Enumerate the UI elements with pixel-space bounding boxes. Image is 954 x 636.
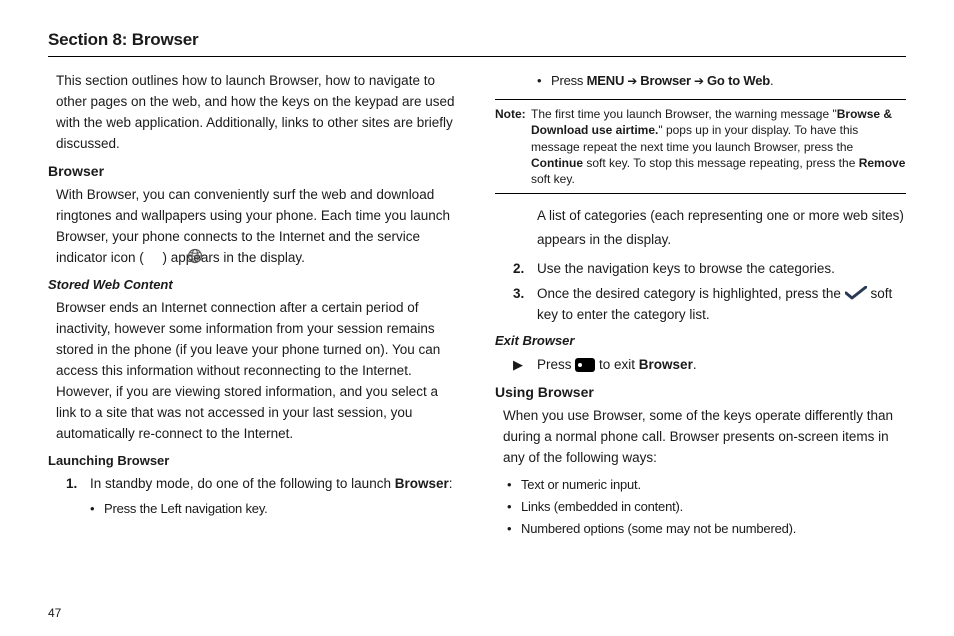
ea: Press [537,357,575,372]
b2f: Go to Web [707,73,770,88]
bullet-text: Press the Left navigation key. [104,499,268,519]
note-label: Note: [495,106,531,187]
heading-browser: Browser [48,161,459,183]
ec: Browser [639,357,693,372]
using-bullet-2: •Links (embedded in content). [507,497,906,517]
note-box: Note: The first time you launch Browser,… [495,99,906,194]
bullet-text: Text or numeric input. [521,475,641,495]
na: The first time you launch Browser, the w… [531,107,837,121]
step-1: 1. In standby mode, do one of the follow… [66,474,459,495]
using-bullet-1: •Text or numeric input. [507,475,906,495]
browser-text: With Browser, you can conveniently surf … [56,187,450,265]
stored-paragraph: Browser ends an Internet connection afte… [56,298,459,444]
ng: soft key. [531,172,575,186]
intro-paragraph: This section outlines how to launch Brow… [56,71,459,155]
bullet-text: Links (embedded in content). [521,497,683,517]
right-column: • Press MENU ➔ Browser ➔ Go to Web. Note… [495,71,906,541]
ed: . [693,357,697,372]
note-body: The first time you launch Browser, the w… [531,106,906,187]
using-paragraph: When you use Browser, some of the keys o… [503,406,906,469]
step-1-bold: Browser [395,476,449,491]
step-1-tail: : [449,476,453,491]
end-key-icon [575,358,595,372]
b2b: MENU [587,73,624,88]
b2e: ➔ [691,74,707,88]
after-note-paragraph: A list of categories (each representing … [537,204,906,253]
browser-paragraph: With Browser, you can conveniently surf … [56,185,459,269]
step-text: Once the desired category is highlighted… [537,284,906,326]
arrow-icon: ▶ [513,355,537,375]
nf: Remove [859,156,906,170]
launch-bullet-2: • Press MENU ➔ Browser ➔ Go to Web. [537,71,906,91]
step-text: Use the navigation keys to browse the ca… [537,259,906,280]
checkmark-softkey-icon [845,286,867,300]
bullet-dot: • [90,499,104,519]
launch-bullet-1: • Press the Left navigation key. [90,499,459,519]
b2a: Press [551,73,587,88]
heading-exit-browser: Exit Browser [495,331,906,351]
ne: soft key. To stop this message repeating… [583,156,859,170]
exit-line: ▶ Press to exit Browser. [513,355,906,376]
step-2: 2. Use the navigation keys to browse the… [513,259,906,280]
bullet-text: Press MENU ➔ Browser ➔ Go to Web. [551,71,773,91]
step-number: 3. [513,284,537,326]
nd: Continue [531,156,583,170]
step-3: 3. Once the desired category is highligh… [513,284,906,326]
s3a: Once the desired category is highlighted… [537,286,845,301]
service-indicator-icon [186,248,204,264]
step-text: In standby mode, do one of the following… [90,474,459,495]
heading-using-browser: Using Browser [495,382,906,404]
b2g: . [770,73,773,88]
bullet-dot: • [507,497,521,517]
heading-launching-browser: Launching Browser [48,451,459,471]
heading-stored-web-content: Stored Web Content [48,275,459,295]
step-number: 2. [513,259,537,280]
two-column-layout: This section outlines how to launch Brow… [48,71,906,541]
using-bullet-3: •Numbered options (some may not be numbe… [507,519,906,539]
bullet-dot: • [537,71,551,91]
step-number: 1. [66,474,90,495]
section-title: Section 8: Browser [48,30,906,57]
eb: to exit [595,357,639,372]
b2c: ➔ [624,74,640,88]
b2d: Browser [640,73,691,88]
bullet-dot: • [507,475,521,495]
bullet-text: Numbered options (some may not be number… [521,519,796,539]
bullet-dot: • [507,519,521,539]
exit-text: Press to exit Browser. [537,355,697,376]
step-1-text-a: In standby mode, do one of the following… [90,476,395,491]
page-number: 47 [48,606,61,620]
left-column: This section outlines how to launch Brow… [48,71,459,541]
